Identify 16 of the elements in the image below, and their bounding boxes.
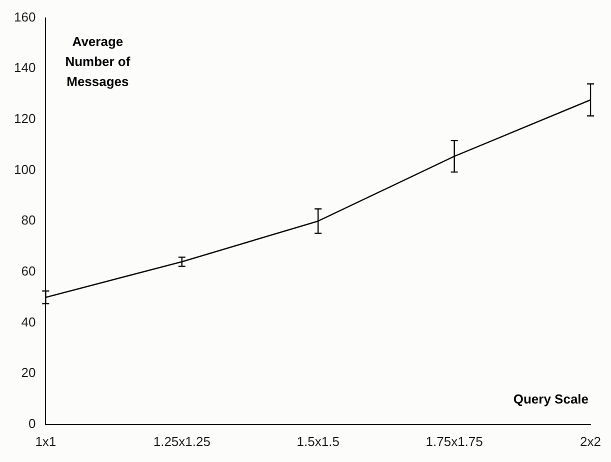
y-tick-label: 160 <box>14 9 36 24</box>
y-tick-label: 100 <box>14 162 36 177</box>
y-axis-title: Average Number of Messages <box>65 34 131 89</box>
y-tick-label: 60 <box>21 264 36 279</box>
x-tick-label: 2x2 <box>580 434 602 449</box>
y-tick-label: 40 <box>21 314 36 330</box>
y-tick-label: 80 <box>21 212 36 228</box>
y-tick-label: 120 <box>14 111 36 126</box>
y-tick-label: 0 <box>28 416 36 431</box>
x-tick-label: 1x1 <box>35 434 56 449</box>
x-tick-label: 1.75x1.75 <box>426 434 483 449</box>
x-axis-title: Query Scale <box>513 391 589 406</box>
x-tick-label: 1.5x1.5 <box>296 434 340 449</box>
y-tick-label: 140 <box>14 60 36 76</box>
x-tick-label: 1.25x1.25 <box>153 434 210 449</box>
y-tick-label: 20 <box>21 365 36 380</box>
